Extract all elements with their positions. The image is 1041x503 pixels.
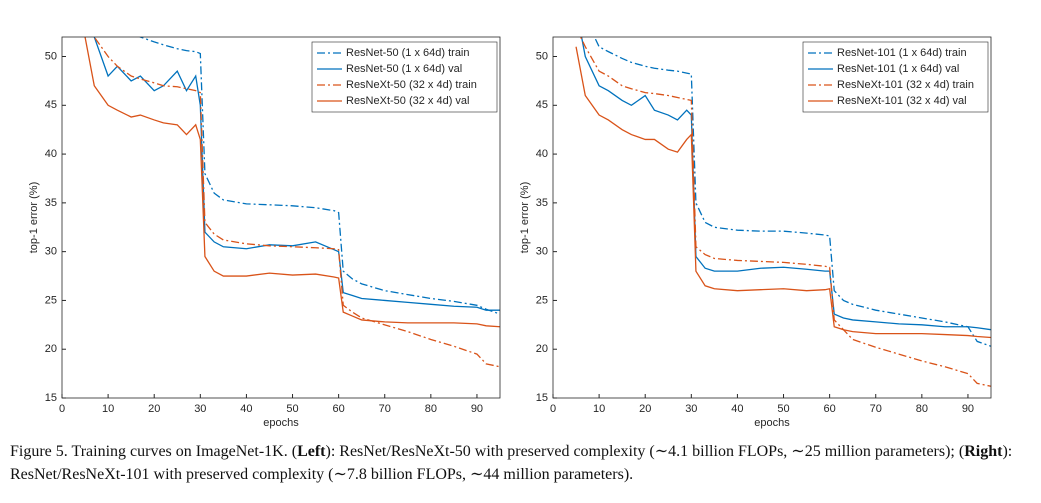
y-tick-label: 15 (45, 392, 57, 404)
legend-box (311, 41, 498, 113)
y-tick-label: 20 (45, 343, 57, 355)
caption: Figure 5. Training curves on ImageNet-1K… (10, 440, 1030, 486)
axes-box (552, 36, 992, 399)
caption-text: ): ResNet/ResNeXt-50 with preserved comp… (325, 443, 965, 460)
y-tick-label: 30 (45, 246, 57, 258)
y-tick-label: 40 (536, 148, 548, 160)
x-tick-label: 20 (639, 403, 651, 415)
x-tick-label: 80 (916, 403, 928, 415)
caption-bold: Right (964, 443, 1003, 460)
y-tick-label: 40 (45, 148, 57, 160)
plot-area (84, 37, 500, 368)
x-tick-label: 10 (102, 403, 114, 415)
y-tick-label: 15 (536, 392, 548, 404)
series-line (93, 37, 500, 311)
legend-label: ResNet-101 (1 x 64d) val (837, 63, 959, 75)
y-tick-label: 25 (536, 294, 548, 306)
x-tick-label: 70 (379, 403, 391, 415)
caption-text: ): ResNet/ResNeXt-101 with preserved com… (10, 443, 1013, 483)
series-line (593, 37, 991, 347)
y-tick-label: 35 (45, 197, 57, 209)
y-tick-label: 20 (536, 343, 548, 355)
y-tick-label: 30 (536, 246, 548, 258)
legend-label: ResNet-50 (1 x 64d) val (346, 63, 462, 75)
x-tick-label: 70 (870, 403, 882, 415)
legend-label: ResNeXt-101 (32 x 4d) train (837, 79, 974, 91)
x-tick-label: 50 (777, 403, 789, 415)
x-tick-label: 40 (731, 403, 743, 415)
y-tick-label: 35 (536, 197, 548, 209)
series-line (84, 37, 500, 328)
axes-box (61, 36, 501, 399)
x-tick-label: 30 (685, 403, 697, 415)
legend-label: ResNeXt-50 (32 x 4d) train (346, 79, 477, 91)
legend-label: ResNet-50 (1 x 64d) train (346, 47, 470, 59)
x-tick-label: 30 (194, 403, 206, 415)
legend-box (802, 41, 989, 113)
x-tick-label: 50 (286, 403, 298, 415)
x-tick-label: 80 (425, 403, 437, 415)
y-axis-label: top-1 error (%) (519, 182, 531, 254)
series-line (138, 37, 500, 315)
x-tick-label: 20 (148, 403, 160, 415)
x-tick-label: 0 (550, 403, 556, 415)
y-tick-label: 25 (45, 294, 57, 306)
series-line (575, 46, 991, 339)
x-axis-label: epochs (263, 417, 299, 429)
x-tick-label: 60 (824, 403, 836, 415)
y-tick-label: 50 (45, 50, 57, 62)
legend-label: ResNet-101 (1 x 64d) train (837, 47, 967, 59)
legend-label: ResNeXt-101 (32 x 4d) val (837, 95, 967, 107)
legend-label: ResNeXt-50 (32 x 4d) val (346, 95, 470, 107)
figure: 15 20 25 30 35 40 45 50 0 10 20 30 40 50 60 70 80 90 epoch… (28, 36, 992, 429)
x-tick-label: 40 (240, 403, 252, 415)
x-tick-label: 10 (593, 403, 605, 415)
x-tick-label: 90 (962, 403, 974, 415)
series-line (579, 37, 991, 387)
y-tick-label: 45 (45, 99, 57, 111)
x-axis-label: epochs (754, 417, 790, 429)
caption-text: Figure 5. Training curves on ImageNet-1K… (10, 443, 298, 460)
x-tick-label: 0 (59, 403, 65, 415)
x-tick-label: 60 (333, 403, 345, 415)
y-axis-label: top-1 error (%) (28, 182, 40, 254)
plot-area (575, 37, 991, 387)
series-line (580, 37, 991, 331)
caption-bold: Left (297, 443, 326, 460)
y-tick-label: 45 (536, 99, 548, 111)
y-tick-label: 50 (536, 50, 548, 62)
x-tick-label: 90 (471, 403, 483, 415)
